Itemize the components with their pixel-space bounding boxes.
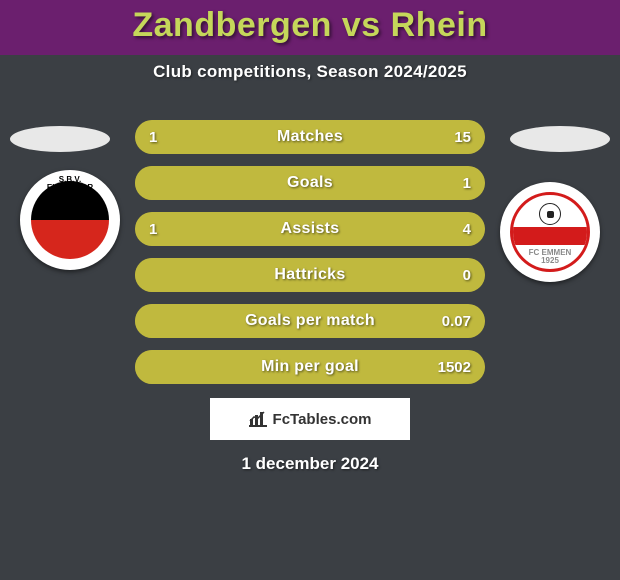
subtitle: Club competitions, Season 2024/2025 bbox=[0, 62, 620, 82]
right-team-oval bbox=[510, 126, 610, 152]
left-team-oval bbox=[10, 126, 110, 152]
right-team-crest: FC EMMEN 1925 bbox=[500, 182, 600, 282]
bar-label: Goals bbox=[135, 166, 485, 200]
bar-label: Assists bbox=[135, 212, 485, 246]
stats-bars: 115Matches 1Goals 14Assists 0Hattricks 0.07G… bbox=[135, 120, 485, 384]
crest-right-year: 1925 bbox=[541, 256, 559, 265]
football-icon bbox=[539, 203, 561, 225]
bar-label: Hattricks bbox=[135, 258, 485, 292]
crest-right-stripe bbox=[510, 227, 590, 245]
stat-row: 0.07Goals per match bbox=[135, 304, 485, 338]
stat-row: 0Hattricks bbox=[135, 258, 485, 292]
stat-row: 1Goals bbox=[135, 166, 485, 200]
crest-right-text: FC EMMEN 1925 bbox=[513, 249, 587, 265]
left-team-crest: S.B.V. EXCELSIOR bbox=[20, 170, 120, 270]
bar-label: Matches bbox=[135, 120, 485, 154]
stat-row: 115Matches bbox=[135, 120, 485, 154]
chart-icon bbox=[249, 411, 267, 427]
watermark-text: FcTables.com bbox=[273, 411, 372, 428]
bar-label: Goals per match bbox=[135, 304, 485, 338]
crest-left-top-half bbox=[31, 181, 109, 220]
infographic-container: Zandbergen vs Rhein Club competitions, S… bbox=[0, 0, 620, 580]
crest-left-bottom-half bbox=[31, 220, 109, 259]
bar-label: Min per goal bbox=[135, 350, 485, 384]
watermark: FcTables.com bbox=[210, 398, 410, 440]
crest-left-inner bbox=[31, 181, 109, 259]
page-title: Zandbergen vs Rhein bbox=[0, 6, 620, 45]
stat-row: 1502Min per goal bbox=[135, 350, 485, 384]
date-text: 1 december 2024 bbox=[0, 454, 620, 474]
stat-row: 14Assists bbox=[135, 212, 485, 246]
crest-right-inner: FC EMMEN 1925 bbox=[510, 192, 590, 272]
